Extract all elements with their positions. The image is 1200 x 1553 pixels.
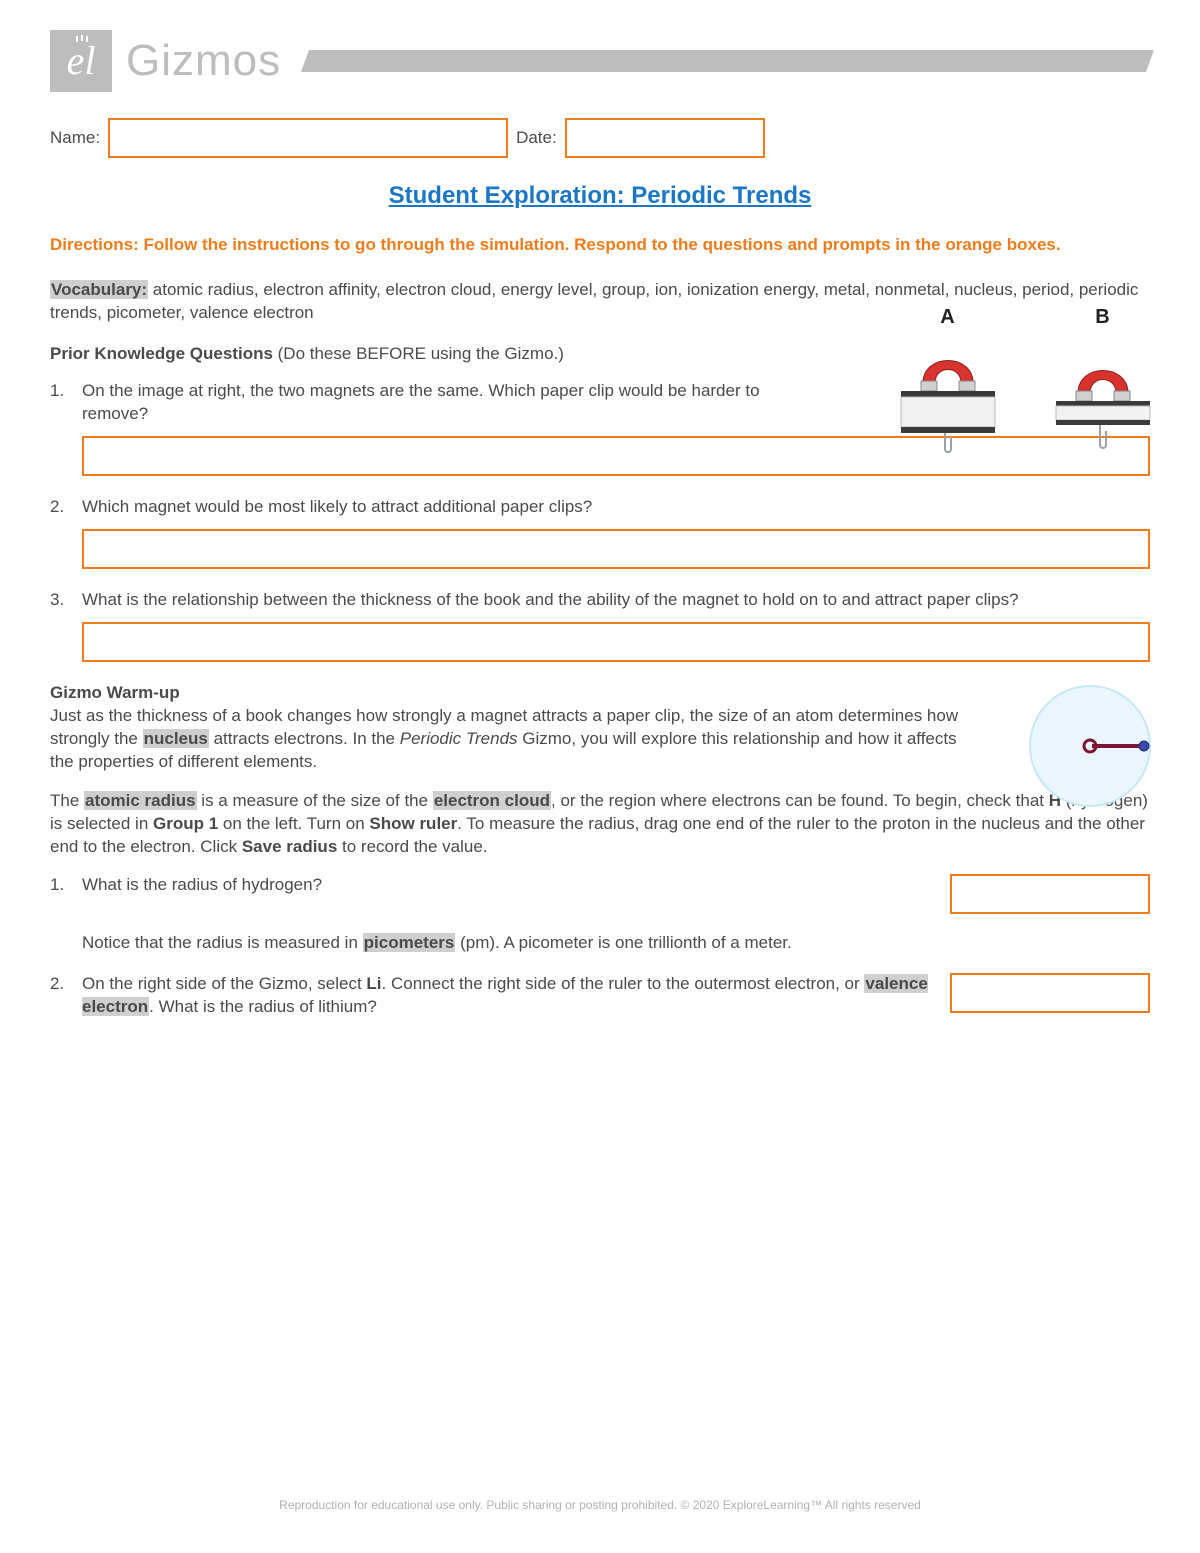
warmup-p2-b: is a measure of the size of the [197,791,433,810]
brand-name: Gizmos [126,31,281,90]
warmup-p2-save-radius: Save radius [242,837,337,856]
warmup-p2-group1: Group 1 [153,814,218,833]
wq2-a: On the right side of the Gizmo, select [82,974,366,993]
name-input[interactable] [108,118,508,158]
q3-text: What is the relationship between the thi… [82,589,1150,612]
warmup-p2-show-ruler: Show ruler [369,814,457,833]
warmup-paragraph-1: Just as the thickness of a book changes … [50,705,1150,774]
wq2-text: On the right side of the Gizmo, select L… [82,973,930,1019]
name-date-row: Name: Date: [50,118,1150,158]
warmup-p2-electron-cloud: electron cloud [433,791,551,810]
prior-knowledge-label: Prior Knowledge Questions [50,344,278,363]
prior-knowledge-sub: (Do these BEFORE using the Gizmo.) [278,344,564,363]
vocabulary-label: Vocabulary: [50,280,148,299]
question-1: 1. On the image at right, the two magnet… [50,380,1150,426]
worksheet-page: el Gizmos Name: Date: Student Exploratio… [0,0,1200,1553]
directions: Directions: Follow the instructions to g… [50,234,1150,257]
warmup-p2-atomic-radius: atomic radius [84,791,197,810]
warmup-section: Gizmo Warm-up Just as the thickness of a… [50,682,1150,1019]
brand-header: el Gizmos [50,30,1150,92]
q2-text: Which magnet would be most likely to att… [82,496,1150,519]
q3-answer-box[interactable] [82,622,1150,662]
question-2: 2. Which magnet would be most likely to … [50,496,1150,519]
wq1-note-picometers: picometers [363,933,456,952]
warmup-heading: Gizmo Warm-up [50,682,1150,705]
q2-answer-box[interactable] [82,529,1150,569]
q3-number: 3. [50,589,72,612]
date-label: Date: [516,127,557,150]
date-input[interactable] [565,118,765,158]
wq1-answer-box[interactable] [950,874,1150,914]
warmup-p1-italic: Periodic Trends [400,729,518,748]
footer-text: Reproduction for educational use only. P… [0,1497,1200,1513]
wq1-note-b: (pm). A picometer is one trillionth of a… [455,933,791,952]
wq2-answer-box[interactable] [950,973,1150,1013]
warmup-paragraph-2: The atomic radius is a measure of the si… [50,790,1150,859]
q1-text: On the image at right, the two magnets a… [82,380,820,426]
name-label: Name: [50,127,100,150]
logo-glyph: el [67,41,96,81]
q1-number: 1. [50,380,72,426]
warmup-q2: 2. On the right side of the Gizmo, selec… [50,973,1150,1019]
page-title: Student Exploration: Periodic Trends [50,180,1150,212]
warmup-p2-c: , or the region where electrons can be f… [551,791,1049,810]
wq2-c: . What is the radius of lithium? [149,997,377,1016]
magnet-b-label: B [1095,304,1109,331]
warmup-p1-b: attracts electrons. In the [209,729,400,748]
warmup-q1: 1. What is the radius of hydrogen? [50,874,1150,914]
wq2-Li: Li [366,974,381,993]
wq1-text: What is the radius of hydrogen? [82,874,322,897]
warmup-p2-a: The [50,791,84,810]
atom-figure [1020,676,1160,816]
question-3: 3. What is the relationship between the … [50,589,1150,612]
wq2-b: . Connect the right side of the ruler to… [382,974,865,993]
wq1-note: Notice that the radius is measured in pi… [82,932,1150,955]
q2-number: 2. [50,496,72,519]
header-bar [301,50,1154,72]
wq2-number: 2. [50,973,72,1019]
warmup-p2-e: on the left. Turn on [218,814,369,833]
magnet-a-label: A [940,304,954,331]
brand-logo: el [50,30,112,92]
warmup-p1-nucleus: nucleus [143,729,209,748]
wq1-number: 1. [50,874,72,897]
wq1-note-a: Notice that the radius is measured in [82,933,363,952]
warmup-p2-g: to record the value. [337,837,487,856]
